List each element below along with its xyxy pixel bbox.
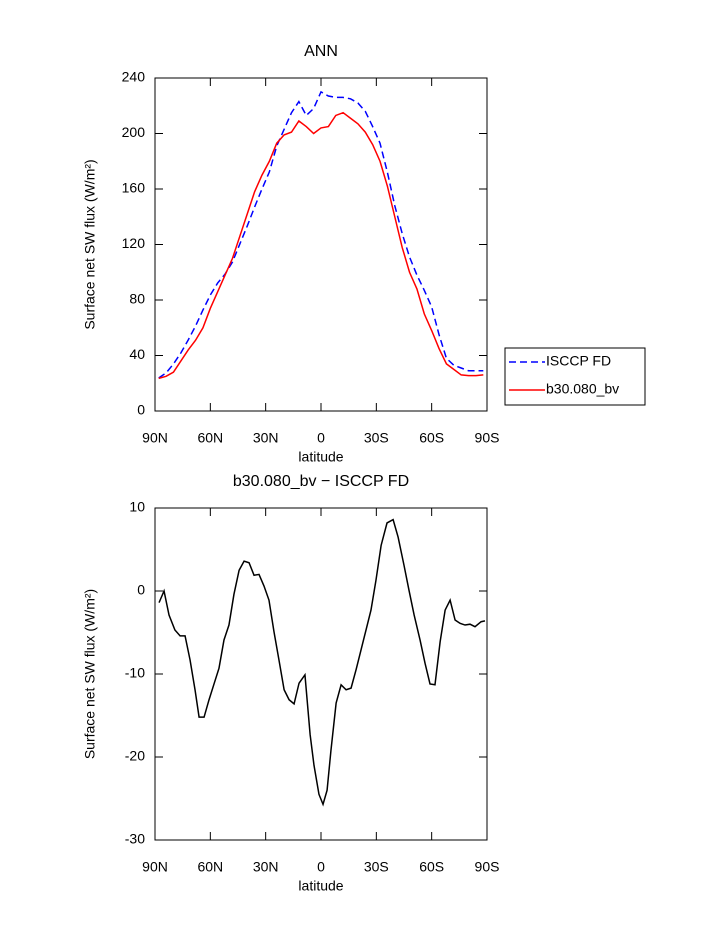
x-tick-label: 90S [475,859,500,875]
y-tick-label: 40 [129,346,145,362]
x-tick-label: 0 [317,859,325,875]
y-tick-label: 120 [122,235,146,251]
x-axis-label: latitude [298,878,343,894]
chart-title: b30.080_bv − ISCCP FD [233,473,409,490]
series-line [158,90,484,379]
y-tick-label: 200 [122,124,146,140]
plot-frame [154,507,488,841]
legend-label: ISCCP FD [546,353,611,369]
chart-title: ANN [304,43,338,60]
y-tick-label: -30 [125,831,145,847]
y-tick-label: 10 [129,499,145,515]
x-tick-label: 30N [253,430,279,446]
x-tick-label: 60S [419,430,444,446]
y-tick-label: 80 [129,291,145,307]
series-line [158,518,486,807]
legend-box [504,347,646,406]
x-tick-label: 90N [142,430,168,446]
y-tick-label: 160 [122,180,146,196]
y-axis-label: Surface net SW flux (W/m²) [82,159,98,329]
y-tick-label: -10 [125,665,145,681]
x-axis-label: latitude [298,449,343,465]
x-tick-label: 60N [197,430,223,446]
x-tick-label: 0 [317,430,325,446]
y-tick-label: 240 [122,69,146,85]
x-tick-label: 30N [253,859,279,875]
series-line [158,111,484,380]
y-tick-label: 0 [137,402,145,418]
x-tick-label: 30S [364,430,389,446]
x-tick-label: 90S [475,430,500,446]
y-axis-label: Surface net SW flux (W/m²) [82,589,98,759]
x-tick-label: 60N [197,859,223,875]
y-tick-label: -20 [125,748,145,764]
y-tick-label: 0 [137,582,145,598]
x-tick-label: 90N [142,859,168,875]
x-tick-label: 60S [419,859,444,875]
legend-label: b30.080_bv [546,381,619,397]
x-tick-label: 30S [364,859,389,875]
